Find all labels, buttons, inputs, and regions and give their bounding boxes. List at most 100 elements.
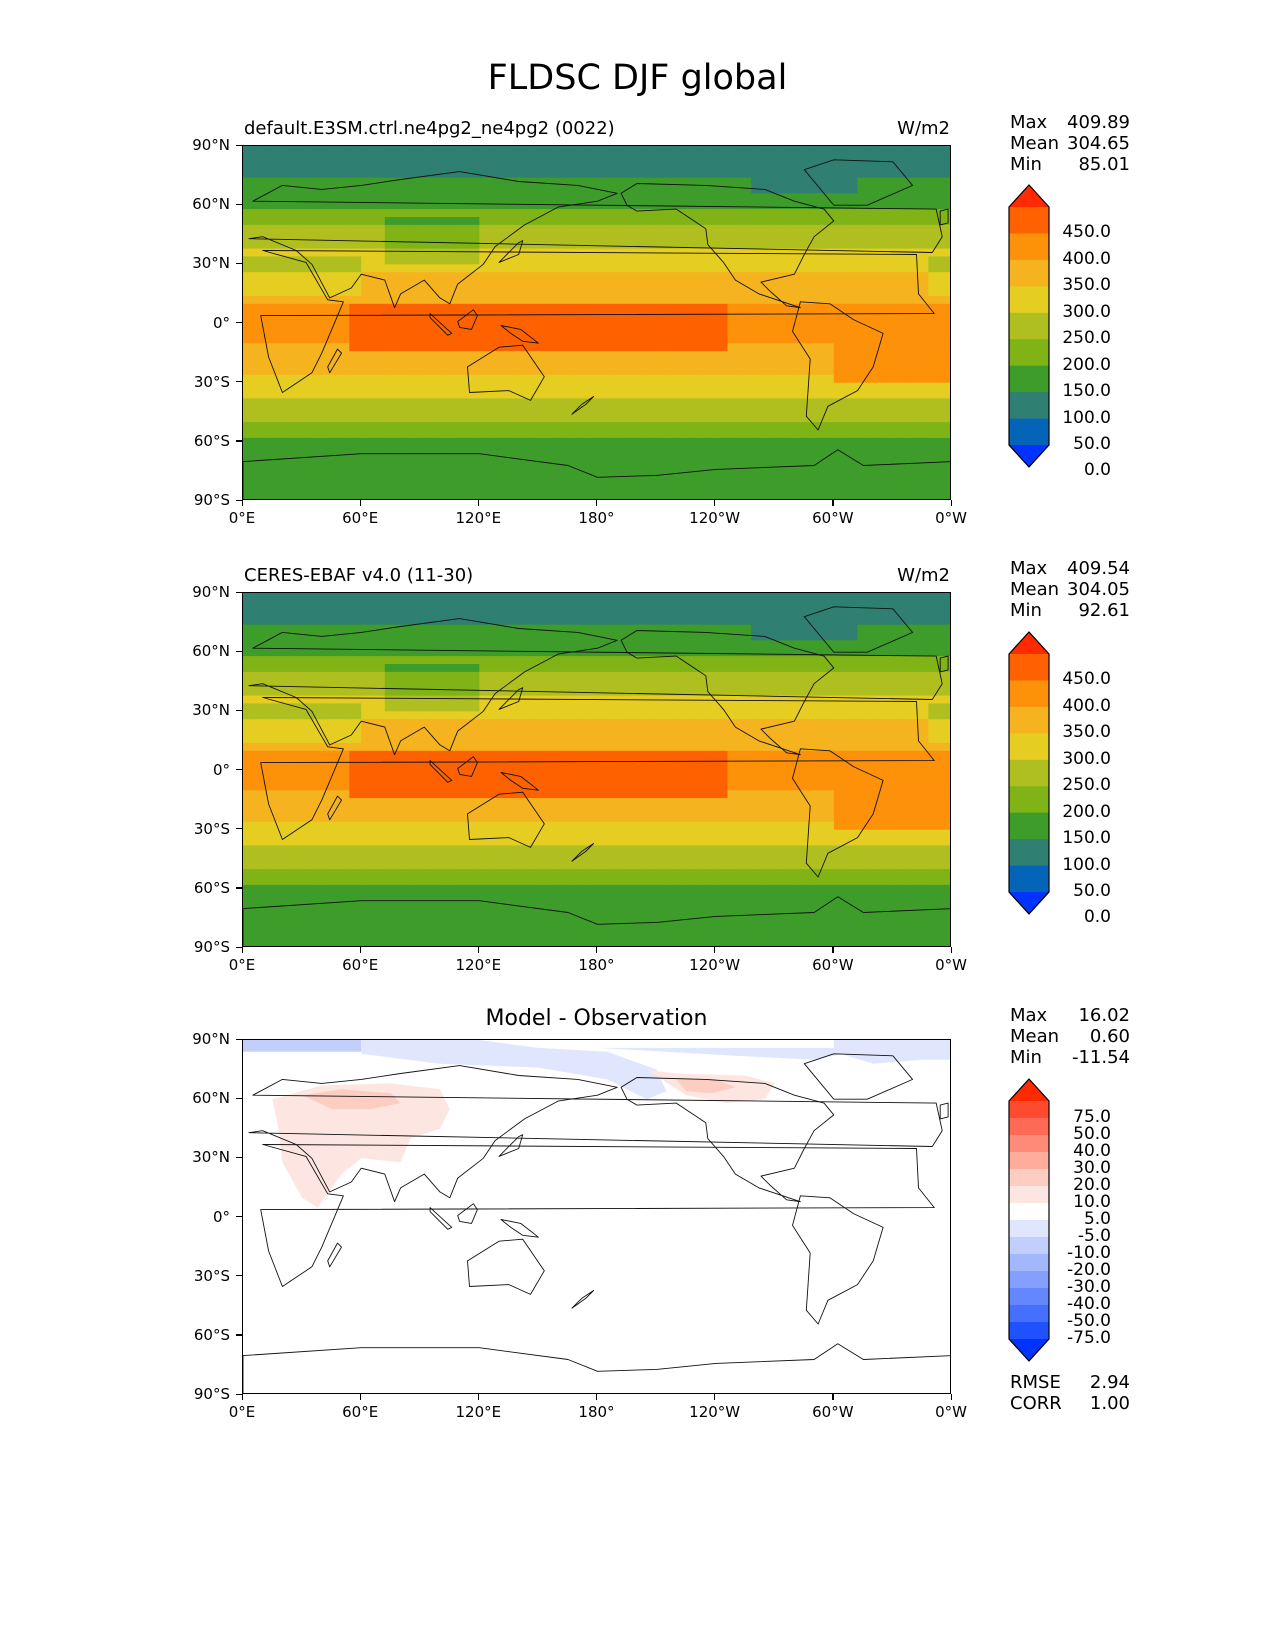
colorbar-tick-label: 100.0 xyxy=(1062,407,1111,428)
lon-tick-mark xyxy=(714,500,716,506)
lon-tick-label: 180° xyxy=(578,956,615,974)
lon-tick-label: 120°E xyxy=(455,1403,502,1421)
colorbar-tick-label: 40.0 xyxy=(1073,1141,1111,1161)
colorbar-segment xyxy=(1009,365,1049,393)
colorbar-tick-label: 5.0 xyxy=(1083,1209,1111,1229)
lon-tick-mark xyxy=(832,947,834,953)
coastline-borneo xyxy=(457,756,478,777)
lat-tick-label: 60°N xyxy=(192,1089,230,1108)
colorbar-tick-label: 50.0 xyxy=(1073,434,1111,454)
colorbar-segment xyxy=(1009,786,1049,814)
stat-max-label: Max xyxy=(1010,558,1048,579)
coastline-australia xyxy=(467,791,545,848)
colorbar-tick-label: 450.0 xyxy=(1062,222,1111,243)
map-canvas xyxy=(243,1040,950,1393)
lon-tick-label: 120°W xyxy=(689,956,741,974)
panel3-error-stats: RMSE 2.94 CORR 1.00 xyxy=(1010,1372,1130,1416)
colorbar-outline xyxy=(1008,631,1050,915)
stat-max-label: Max xyxy=(1010,112,1048,133)
coastline-europe-asia xyxy=(248,618,943,756)
diff-anomaly-patch xyxy=(361,1040,667,1100)
colorbar-tick-label: -5.0 xyxy=(1077,1226,1111,1246)
lat-tick-label: 30°S xyxy=(193,819,230,838)
colorbar-segment xyxy=(1009,733,1049,761)
colorbar-tick-label: -20.0 xyxy=(1067,1260,1111,1280)
lon-tick-mark xyxy=(950,500,952,506)
colorbar-segment xyxy=(1009,286,1049,314)
colorbar-segment xyxy=(1009,1152,1049,1170)
lat-tick-mark xyxy=(236,887,242,889)
lon-tick-mark xyxy=(359,1394,361,1400)
colorbar-tick-label: 30.0 xyxy=(1073,1158,1111,1178)
lon-tick-label: 120°W xyxy=(689,1403,741,1421)
colorbar-tick-label: 50.0 xyxy=(1073,1124,1111,1144)
colorbar-tick-label: 450.0 xyxy=(1062,669,1111,690)
lat-tick-mark xyxy=(236,946,242,948)
lon-tick-label: 180° xyxy=(578,509,615,527)
colorbar-extend-max xyxy=(1009,185,1049,207)
lat-tick-label: 60°N xyxy=(192,195,230,214)
colorbar-tick-label: -40.0 xyxy=(1067,1294,1111,1314)
colorbar-segment xyxy=(1009,1101,1049,1119)
colorbar-segment xyxy=(1009,1220,1049,1238)
colorbar-outline xyxy=(1008,184,1050,468)
lon-tick-label: 0°W xyxy=(935,1403,967,1421)
colorbar-segment xyxy=(1009,1288,1049,1306)
lat-tick-label: 90°N xyxy=(192,136,230,154)
coastline-newzealand xyxy=(571,843,595,862)
colorbar-segment xyxy=(1009,759,1049,787)
lat-tick-mark xyxy=(236,203,242,205)
colorbar-segment xyxy=(1009,680,1049,708)
stat-mean-label: Mean xyxy=(1010,133,1060,154)
colorbar-segment xyxy=(1009,233,1049,261)
panel1-units: W/m2 xyxy=(897,118,950,139)
stat-max-value: 409.54 xyxy=(1067,558,1130,579)
coastline-uk xyxy=(939,1102,949,1120)
lat-tick-label: 30°N xyxy=(192,1148,230,1167)
colorbar-segment xyxy=(1009,1305,1049,1323)
stat-rmse-label: RMSE xyxy=(1010,1372,1061,1393)
colorbar-segment xyxy=(1009,1169,1049,1187)
colorbar-segment xyxy=(1009,1186,1049,1204)
lon-tick-mark xyxy=(241,947,243,953)
lat-tick-label: 0° xyxy=(212,1207,230,1226)
lon-tick-label: 120°E xyxy=(455,509,502,527)
lat-tick-mark xyxy=(236,440,242,442)
lat-tick-label: 60°S xyxy=(193,878,230,897)
panel2-units: W/m2 xyxy=(897,565,950,586)
lon-tick-label: 60°E xyxy=(342,956,379,974)
coastline-europe-asia xyxy=(248,1065,943,1203)
coastline-antarctica xyxy=(243,449,950,499)
colorbar-segment xyxy=(1009,339,1049,367)
colorbar-graphic xyxy=(1008,631,1050,915)
lat-tick-label: 60°N xyxy=(192,642,230,661)
map-canvas xyxy=(243,146,950,499)
lon-tick-mark xyxy=(714,1394,716,1400)
coastline-madagascar xyxy=(327,348,342,374)
lon-tick-mark xyxy=(359,947,361,953)
stat-mean-label: Mean xyxy=(1010,579,1060,600)
lat-tick-mark xyxy=(236,1334,242,1336)
coastline-newzealand xyxy=(571,1290,595,1309)
lon-tick-label: 0°E xyxy=(228,509,256,527)
lon-tick-mark xyxy=(241,1394,243,1400)
lon-tick-mark xyxy=(596,500,598,506)
lat-tick-label: 0° xyxy=(212,760,230,779)
lon-tick-label: 0°W xyxy=(935,509,967,527)
colorbar-segment xyxy=(1009,706,1049,734)
lat-tick-label: 60°S xyxy=(193,431,230,450)
stat-max-value: 409.89 xyxy=(1067,112,1130,133)
stat-corr-label: CORR xyxy=(1010,1393,1062,1414)
lat-tick-mark xyxy=(236,709,242,712)
colorbar-segment xyxy=(1009,839,1049,867)
coastline-japan xyxy=(498,687,524,710)
panel1-map xyxy=(242,145,951,500)
colorbar-segment xyxy=(1009,812,1049,840)
colorbar-tick-label: 200.0 xyxy=(1062,354,1111,375)
lon-tick-mark xyxy=(477,947,480,953)
colorbar-segment xyxy=(1009,418,1049,446)
stat-mean-value: 304.05 xyxy=(1067,579,1130,600)
lat-tick-mark xyxy=(236,1097,242,1099)
lat-tick-mark xyxy=(236,591,242,593)
coastline-japan xyxy=(498,1134,524,1157)
